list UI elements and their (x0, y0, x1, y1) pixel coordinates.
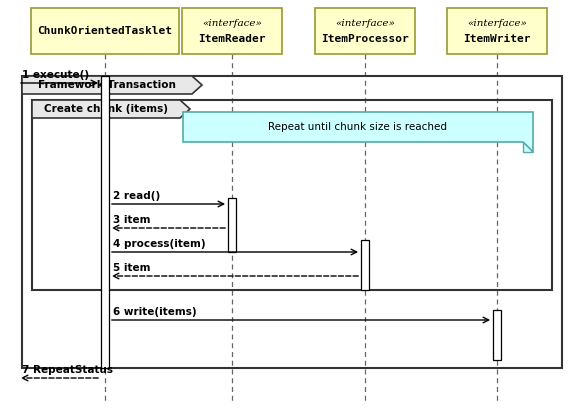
FancyBboxPatch shape (228, 198, 236, 252)
Text: Repeat until chunk size is reached: Repeat until chunk size is reached (268, 122, 448, 132)
FancyBboxPatch shape (101, 76, 109, 368)
Text: ChunkOrientedTasklet: ChunkOrientedTasklet (37, 26, 172, 36)
Text: 3 item: 3 item (113, 215, 150, 225)
FancyBboxPatch shape (31, 8, 179, 54)
FancyBboxPatch shape (361, 240, 369, 290)
Text: «interface»: «interface» (467, 18, 527, 28)
FancyBboxPatch shape (447, 8, 547, 54)
Polygon shape (32, 100, 190, 118)
Text: ItemReader: ItemReader (198, 34, 266, 44)
Polygon shape (183, 112, 533, 152)
Text: 7 RepeatStatus: 7 RepeatStatus (22, 365, 113, 375)
Text: «interface»: «interface» (202, 18, 262, 28)
Text: «interface»: «interface» (335, 18, 395, 28)
Text: Create chunk (items): Create chunk (items) (44, 104, 168, 114)
FancyBboxPatch shape (315, 8, 415, 54)
Text: ItemWriter: ItemWriter (463, 34, 530, 44)
Polygon shape (22, 76, 202, 94)
FancyBboxPatch shape (493, 310, 501, 360)
Text: 6 write(items): 6 write(items) (113, 307, 196, 317)
Text: ItemProcessor: ItemProcessor (321, 34, 409, 44)
Text: 5 item: 5 item (113, 263, 150, 273)
FancyBboxPatch shape (182, 8, 282, 54)
Text: 2 read(): 2 read() (113, 191, 160, 201)
Text: 4 process(item): 4 process(item) (113, 239, 206, 249)
Text: 1 execute(): 1 execute() (22, 70, 89, 80)
Text: Framework Transaction: Framework Transaction (38, 80, 176, 90)
Polygon shape (523, 142, 533, 152)
